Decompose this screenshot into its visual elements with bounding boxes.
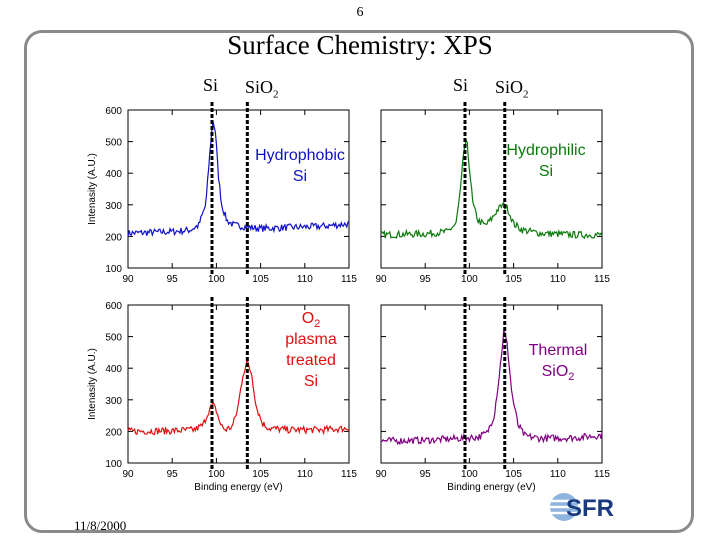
annotation-text: Thermal <box>529 342 588 359</box>
si-label-left: Si <box>203 75 219 95</box>
x-tick-label: 110 <box>297 274 313 285</box>
plot-frame <box>380 109 603 269</box>
y-tick-label: 400 <box>105 169 122 180</box>
plot-frame <box>380 304 603 464</box>
x-tick-label: 90 <box>375 274 387 285</box>
annotation-text: Hydrophobic <box>255 147 345 164</box>
annotation-text: O2 <box>302 310 321 330</box>
annotation-text: Hydrophilic <box>506 142 585 159</box>
annotation-text: treated <box>286 352 336 369</box>
series-line <box>380 329 603 446</box>
slide-frame <box>24 30 694 533</box>
sfr-globe-icon: SFR <box>550 493 614 522</box>
y-tick-label: 500 <box>105 333 122 344</box>
x-tick-label: 105 <box>505 274 522 285</box>
x-tick-label: 105 <box>252 469 269 480</box>
y-axis-label: Intenasity (A.U.) <box>87 153 98 225</box>
y-tick-label: 300 <box>105 201 122 212</box>
y-tick-label: 600 <box>105 106 122 117</box>
x-tick-label: 95 <box>167 274 179 285</box>
x-tick-label: 105 <box>252 274 269 285</box>
logo-text: SFR <box>566 495 614 522</box>
y-tick-label: 600 <box>105 301 122 312</box>
series-line <box>381 137 603 240</box>
series-line <box>127 121 350 238</box>
x-tick-label: 105 <box>505 469 522 480</box>
y-tick-label: 200 <box>105 427 122 438</box>
chart-top-left: 90 95 100 105 110 115 100 200 300 400 500 600 Intena… <box>87 102 357 285</box>
x-tick-label: 100 <box>208 274 225 285</box>
x-tick-label: 95 <box>420 469 432 480</box>
sfr-logo: SFR <box>548 488 638 531</box>
x-axis-label: Binding energy (eV) <box>194 482 282 493</box>
plot-frame <box>127 109 350 269</box>
y-tick-label: 100 <box>105 459 122 470</box>
chart-bottom-left: 90 95 100 105 110 115 100 200 300 400 500 600 Intena… <box>87 297 357 493</box>
plot-frame <box>127 304 350 464</box>
x-tick-label: 90 <box>375 469 387 480</box>
y-tick-label: 300 <box>105 396 122 407</box>
y-tick-label: 500 <box>105 138 122 149</box>
x-tick-label: 115 <box>341 469 357 480</box>
x-tick-label: 115 <box>594 469 610 480</box>
sio2-label-right: SiO2 <box>495 77 529 101</box>
x-tick-label: 90 <box>122 469 134 480</box>
annotation-text: Si <box>304 373 318 390</box>
chart-top-right: 90 95 100 105 110 115 Hydrophilic Si <box>375 102 610 285</box>
x-tick-label: 100 <box>208 469 225 480</box>
sio2-label-left: SiO2 <box>245 77 279 101</box>
x-tick-label: 100 <box>461 274 478 285</box>
x-tick-label: 110 <box>550 469 566 480</box>
y-tick-label: 200 <box>105 232 122 243</box>
y-tick-label: 400 <box>105 364 122 375</box>
x-tick-label: 95 <box>420 274 432 285</box>
x-tick-label: 90 <box>122 274 134 285</box>
page-number: 6 <box>356 5 364 20</box>
date-footer: 11/8/2000 <box>74 518 127 533</box>
page-title: Surface Chemistry: XPS <box>227 30 493 60</box>
x-tick-label: 100 <box>461 469 478 480</box>
x-tick-label: 110 <box>297 469 313 480</box>
annotation-text: plasma <box>285 331 337 348</box>
annotation-text: Si <box>293 168 307 185</box>
x-tick-label: 115 <box>341 274 357 285</box>
x-tick-label: 95 <box>167 469 179 480</box>
x-tick-label: 110 <box>550 274 566 285</box>
x-tick-label: 115 <box>594 274 610 285</box>
x-axis-label: Binding energy (eV) <box>447 482 535 493</box>
annotation-text: SiO2 <box>542 363 575 383</box>
annotation-text: Si <box>539 163 553 180</box>
series-line <box>127 359 350 436</box>
y-axis-label: Intenasity (A.U.) <box>87 348 98 420</box>
y-tick-label: 100 <box>105 264 122 275</box>
si-label-right: Si <box>453 75 469 95</box>
chart-bottom-right: 90 95 100 105 110 115 Binding energy (eV) Therm… <box>375 297 610 493</box>
